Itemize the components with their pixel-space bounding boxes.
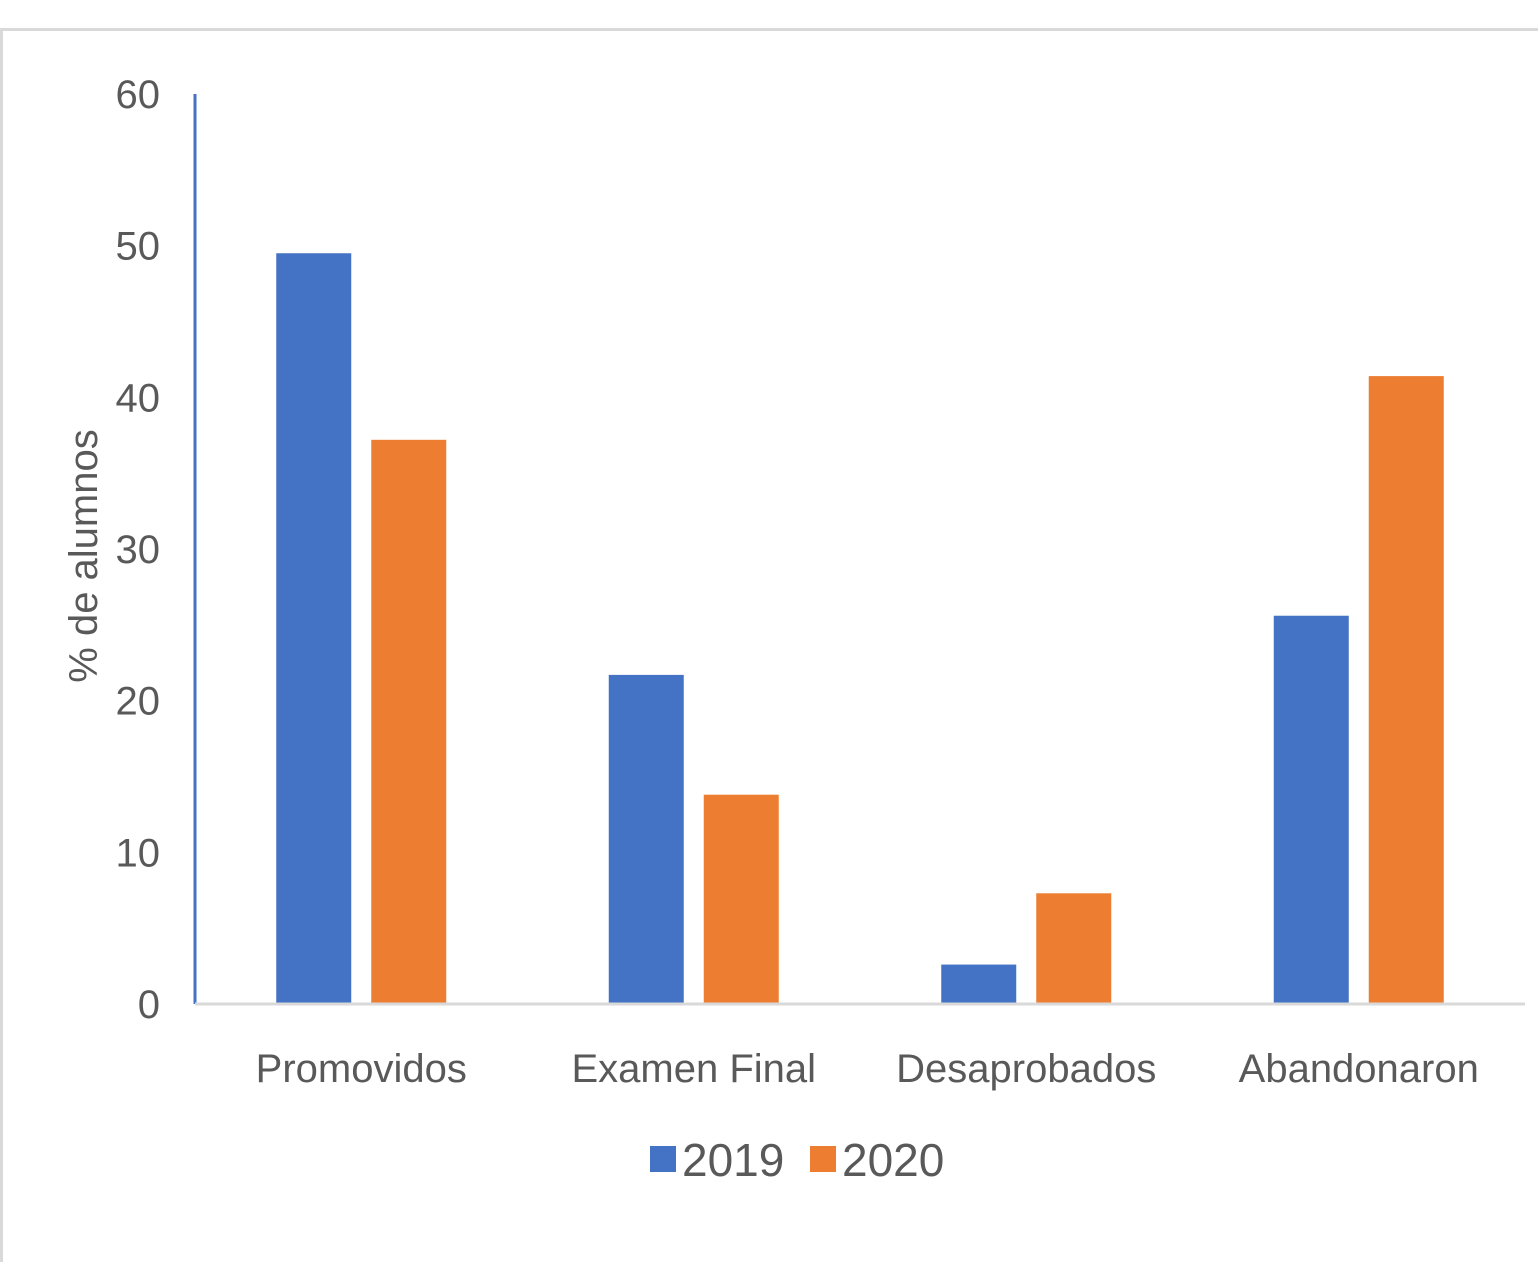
- x-category-label: Abandonaron: [1239, 1047, 1479, 1091]
- bar-2020-desaprobados: [1036, 893, 1112, 1004]
- y-axis: 0 10 20 30 40 50 60: [116, 73, 197, 1027]
- legend-label-2019: 2019: [682, 1134, 784, 1186]
- bar-2019-abandonaron: [1273, 615, 1349, 1004]
- y-tick-label: 50: [116, 225, 161, 269]
- x-category-label: Promovidos: [256, 1047, 467, 1091]
- y-tick-label: 0: [138, 983, 160, 1027]
- legend: 2019 2020: [650, 1134, 944, 1186]
- legend-label-2020: 2020: [842, 1134, 944, 1186]
- y-axis-title: % de alumnos: [62, 429, 106, 682]
- bar-2019-examen-final: [608, 674, 684, 1004]
- bar-2019-desaprobados: [941, 964, 1017, 1004]
- bar-2020-examen-final: [703, 794, 779, 1004]
- legend-swatch-2020: [810, 1146, 836, 1172]
- x-category-label: Desaprobados: [896, 1047, 1156, 1091]
- x-category-label: Examen Final: [571, 1047, 816, 1091]
- bar-2019-promovidos: [276, 253, 352, 1004]
- bar-chart: 0 10 20 30 40 50 60 Promovidos Examen Final Desa…: [62, 73, 1525, 1186]
- y-tick-label: 60: [116, 73, 161, 117]
- y-tick-label: 20: [116, 680, 161, 724]
- bar-2020-promovidos: [371, 439, 447, 1004]
- legend-swatch-2019: [650, 1146, 676, 1172]
- bars: [276, 253, 1444, 1005]
- y-tick-label: 30: [116, 528, 161, 572]
- y-tick-label: 10: [116, 831, 161, 875]
- y-tick-label: 40: [116, 376, 161, 420]
- x-axis: Promovidos Examen Final Desaprobados Abando…: [195, 1002, 1525, 1091]
- bar-2020-abandonaron: [1368, 376, 1444, 1005]
